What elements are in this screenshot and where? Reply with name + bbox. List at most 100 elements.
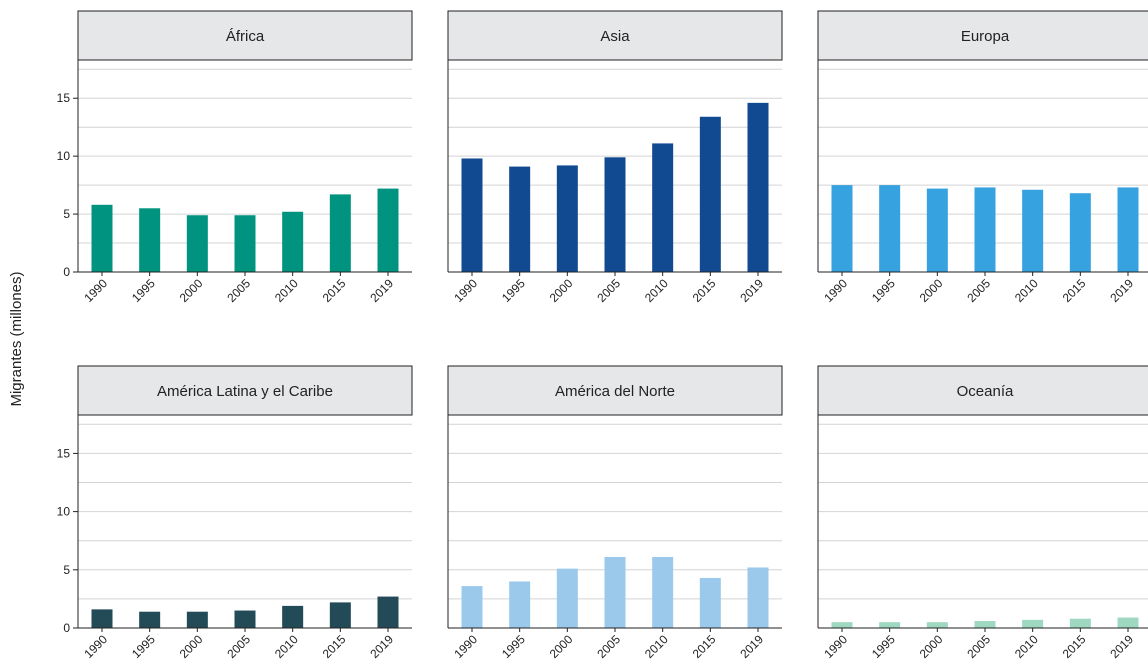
x-tick-label: 2000 (177, 276, 206, 305)
bar-america-latina-y-el-caribe-2015 (329, 602, 351, 628)
bar-america-del-norte-2005 (604, 557, 626, 628)
y-tick-label: 5 (63, 207, 70, 221)
x-tick-label: 2019 (367, 632, 396, 661)
bar-oceania-2005 (974, 621, 996, 628)
bar-oceania-1995 (879, 622, 901, 628)
x-tick-label: 2019 (737, 632, 766, 661)
x-tick-label: 1995 (869, 276, 898, 305)
bar-oceania-2019 (1117, 617, 1139, 628)
x-tick-label: 2015 (690, 632, 719, 661)
x-tick-label: 2010 (1012, 276, 1041, 305)
x-tick-label: 2005 (224, 632, 253, 661)
panel-title: Europa (961, 28, 1010, 45)
x-tick-label: 2019 (1107, 276, 1136, 305)
bar-europa-1990 (831, 185, 853, 272)
panel-title: América del Norte (555, 383, 675, 400)
x-tick-label: 1990 (451, 632, 480, 661)
bar-africa-2000 (186, 215, 208, 272)
x-tick-label: 2015 (320, 276, 349, 305)
bar-america-latina-y-el-caribe-2000 (186, 611, 208, 628)
x-tick-label: 1990 (81, 276, 110, 305)
panel-header (817, 365, 1148, 416)
bar-africa-1995 (139, 208, 161, 272)
bar-america-latina-y-el-caribe-1995 (139, 611, 161, 628)
x-tick-label: 1995 (499, 632, 528, 661)
bar-europa-2005 (974, 187, 996, 272)
x-tick-label: 2000 (917, 276, 946, 305)
panel-header (77, 365, 413, 416)
x-tick-label: 2000 (547, 632, 576, 661)
x-tick-label: 2010 (272, 276, 301, 305)
bar-america-del-norte-1995 (509, 581, 531, 628)
chart-panels: África 0 5 10 15 1990 1995 2000 2005 2010 2015 2019… (57, 10, 1148, 661)
panel-asia: Asia 1990 1995 2000 2005 2010 2015 2019 (447, 10, 783, 305)
bar-asia-2000 (556, 165, 578, 272)
bar-europa-2010 (1022, 189, 1044, 272)
x-tick-label: 2005 (594, 632, 623, 661)
bar-america-del-norte-1990 (461, 586, 483, 628)
bar-oceania-2015 (1069, 618, 1091, 628)
y-tick-label: 0 (63, 621, 70, 635)
bar-america-del-norte-2019 (747, 567, 769, 628)
bar-asia-2005 (604, 157, 626, 272)
x-tick-label: 1995 (499, 276, 528, 305)
x-tick-label: 2000 (917, 632, 946, 661)
bar-africa-2019 (377, 188, 399, 272)
bar-america-del-norte-2000 (556, 568, 578, 628)
panel-header (447, 365, 783, 416)
x-tick-label: 1995 (129, 276, 158, 305)
x-tick-label: 1995 (869, 632, 898, 661)
x-tick-label: 2019 (367, 276, 396, 305)
y-tick-label: 15 (57, 446, 71, 460)
y-axis-title: Migrantes (millones) (8, 271, 25, 406)
x-tick-label: 2005 (964, 632, 993, 661)
x-tick-label: 1990 (821, 276, 850, 305)
bar-asia-2015 (699, 116, 721, 272)
x-tick-label: 2010 (272, 632, 301, 661)
bar-europa-2000 (926, 188, 948, 272)
x-tick-label: 2010 (1012, 632, 1041, 661)
bar-america-del-norte-2010 (652, 557, 674, 628)
bar-america-latina-y-el-caribe-1990 (91, 609, 113, 628)
x-tick-label: 1990 (821, 632, 850, 661)
x-tick-label: 2019 (737, 276, 766, 305)
y-tick-label: 15 (57, 91, 71, 105)
panel-europa: Europa 1990 1995 2000 2005 2010 2015 2019 (817, 10, 1148, 305)
panel-america-latina-y-el-caribe: América Latina y el Caribe 0 5 10 15 1990 1995… (57, 365, 413, 661)
bar-oceania-1990 (831, 622, 853, 628)
bar-asia-1995 (509, 166, 531, 272)
panel-africa: África 0 5 10 15 1990 1995 2000 2005 2010 2015 2019 (57, 10, 413, 305)
x-tick-label: 2000 (547, 276, 576, 305)
bar-europa-2019 (1117, 187, 1139, 272)
x-tick-label: 1995 (129, 632, 158, 661)
panel-header (447, 10, 783, 61)
panel-title: Oceanía (957, 383, 1014, 400)
bar-africa-2015 (329, 194, 351, 272)
x-tick-label: 2015 (1060, 276, 1089, 305)
panel-oceania: Oceanía 1990 1995 2000 2005 2010 2015 2019 (817, 365, 1148, 661)
x-tick-label: 1990 (451, 276, 480, 305)
x-tick-label: 2010 (642, 276, 671, 305)
bar-oceania-2000 (926, 622, 948, 628)
y-tick-label: 0 (63, 265, 70, 279)
bar-asia-2019 (747, 102, 769, 272)
panel-america-del-norte: América del Norte 1990 1995 2000 2005 2010 201… (447, 365, 783, 661)
x-tick-label: 2010 (642, 632, 671, 661)
x-tick-label: 2015 (1060, 632, 1089, 661)
bar-africa-2010 (282, 211, 304, 272)
y-tick-label: 5 (63, 563, 70, 577)
x-tick-label: 2005 (224, 276, 253, 305)
bar-africa-2005 (234, 215, 256, 272)
panel-title: África (226, 28, 265, 45)
x-tick-label: 2019 (1107, 632, 1136, 661)
y-tick-label: 10 (57, 149, 71, 163)
x-tick-label: 2000 (177, 632, 206, 661)
bar-africa-1990 (91, 204, 113, 272)
x-tick-label: 2015 (320, 632, 349, 661)
bar-asia-1990 (461, 158, 483, 272)
bar-oceania-2010 (1022, 619, 1044, 628)
panel-header (77, 10, 413, 61)
x-tick-label: 2005 (964, 276, 993, 305)
bar-asia-2010 (652, 143, 674, 272)
